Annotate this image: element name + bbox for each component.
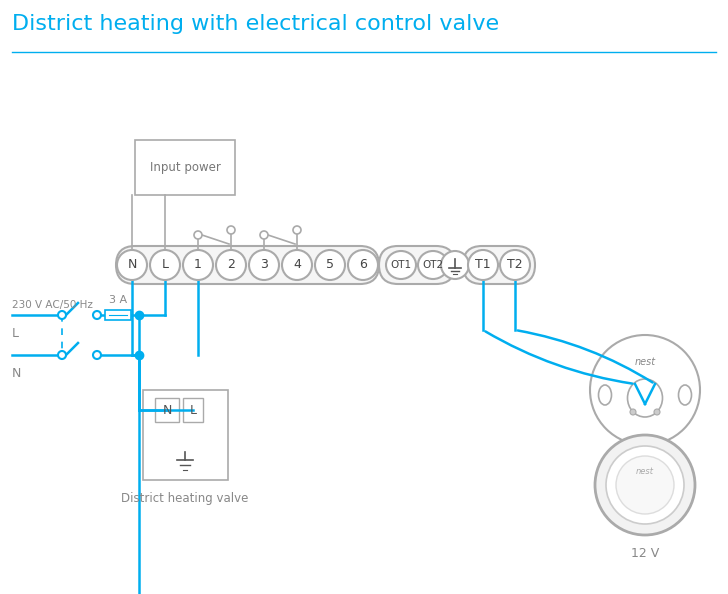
Text: L: L (162, 258, 168, 271)
Circle shape (260, 231, 268, 239)
Text: 5: 5 (326, 258, 334, 271)
Text: N: N (162, 403, 172, 416)
Circle shape (500, 250, 530, 280)
FancyBboxPatch shape (379, 246, 455, 284)
Circle shape (93, 311, 101, 319)
Text: N: N (127, 258, 137, 271)
Circle shape (595, 435, 695, 535)
Text: N: N (12, 367, 21, 380)
Ellipse shape (628, 379, 662, 417)
Text: 6: 6 (359, 258, 367, 271)
FancyBboxPatch shape (155, 398, 179, 422)
Circle shape (117, 250, 147, 280)
FancyBboxPatch shape (183, 398, 203, 422)
Text: nest: nest (636, 466, 654, 476)
Text: 12 V: 12 V (631, 547, 659, 560)
Text: T2: T2 (507, 258, 523, 271)
Text: 3: 3 (260, 258, 268, 271)
Text: Input power: Input power (149, 161, 221, 174)
Text: L: L (12, 327, 19, 340)
Circle shape (249, 250, 279, 280)
Circle shape (348, 250, 378, 280)
Text: 1: 1 (194, 258, 202, 271)
Circle shape (227, 226, 235, 234)
Circle shape (183, 250, 213, 280)
Text: 4: 4 (293, 258, 301, 271)
FancyBboxPatch shape (143, 390, 227, 480)
Circle shape (468, 250, 498, 280)
Text: nest: nest (634, 357, 655, 367)
Text: District heating with electrical control valve: District heating with electrical control… (12, 14, 499, 34)
Ellipse shape (598, 385, 612, 405)
Text: District heating valve: District heating valve (122, 492, 249, 505)
FancyBboxPatch shape (463, 246, 535, 284)
Circle shape (216, 250, 246, 280)
Circle shape (315, 250, 345, 280)
Ellipse shape (678, 385, 692, 405)
Text: OT1: OT1 (390, 260, 411, 270)
Text: OT2: OT2 (422, 260, 443, 270)
Circle shape (616, 456, 674, 514)
Circle shape (93, 351, 101, 359)
FancyBboxPatch shape (116, 246, 379, 284)
Text: 230 V AC/50 Hz: 230 V AC/50 Hz (12, 300, 93, 310)
Text: 3 A: 3 A (109, 295, 127, 305)
FancyBboxPatch shape (135, 140, 235, 195)
Circle shape (293, 226, 301, 234)
Ellipse shape (386, 251, 416, 279)
Circle shape (194, 231, 202, 239)
FancyBboxPatch shape (105, 310, 131, 320)
Circle shape (282, 250, 312, 280)
Circle shape (606, 446, 684, 524)
Circle shape (58, 351, 66, 359)
Circle shape (441, 251, 469, 279)
Circle shape (654, 409, 660, 415)
Text: 2: 2 (227, 258, 235, 271)
Text: T1: T1 (475, 258, 491, 271)
Text: L: L (189, 403, 197, 416)
Circle shape (150, 250, 180, 280)
Circle shape (630, 409, 636, 415)
Ellipse shape (418, 251, 448, 279)
Circle shape (58, 311, 66, 319)
Circle shape (590, 335, 700, 445)
